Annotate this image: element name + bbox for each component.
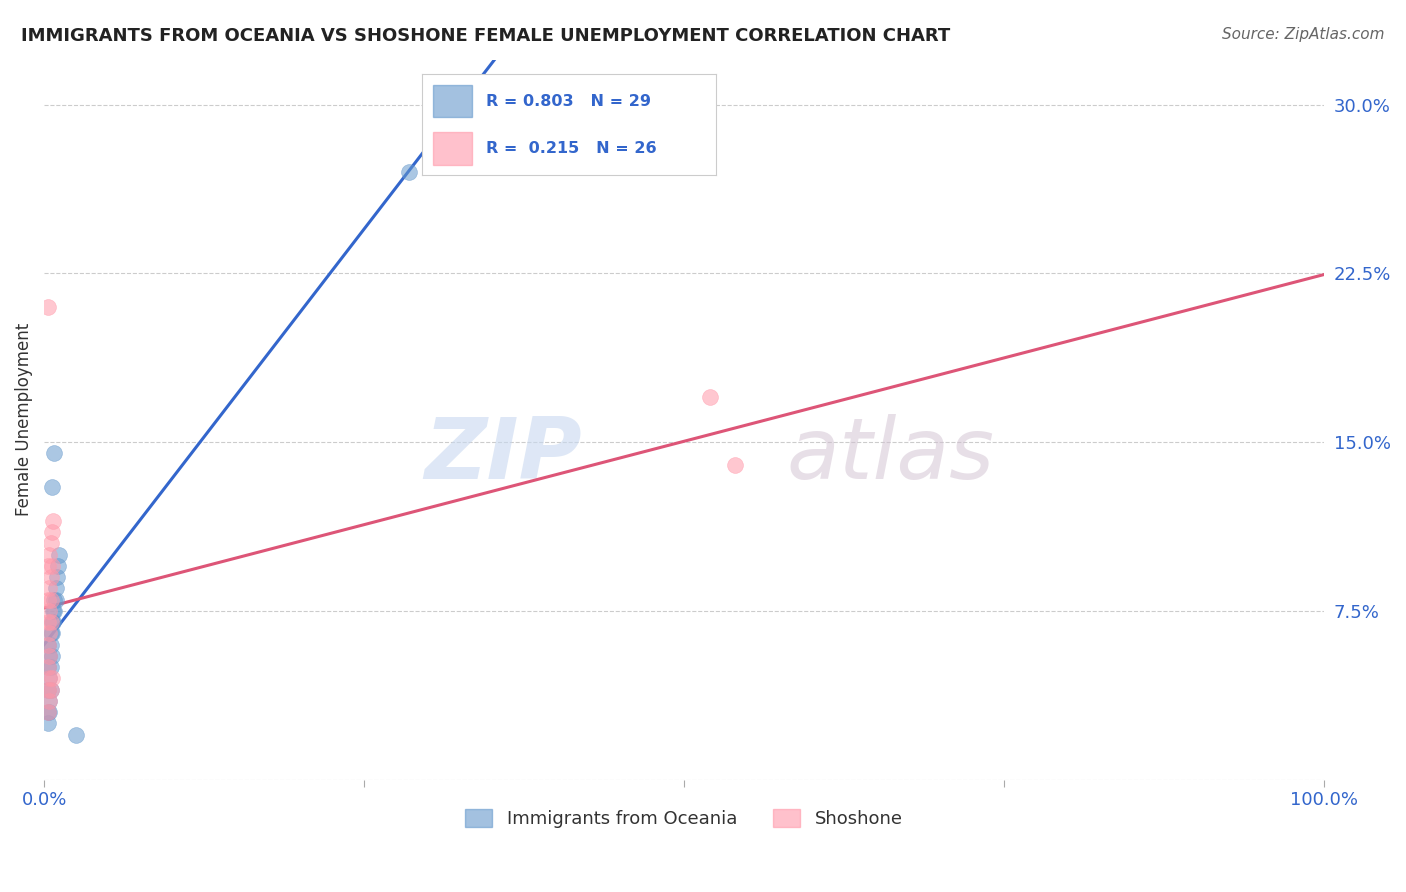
Point: [44, 592, 66, 607]
Y-axis label: Female Unemployment: Female Unemployment: [15, 323, 32, 516]
Point: [38, 648, 60, 663]
Text: Source: ZipAtlas.com: Source: ZipAtlas.com: [1222, 27, 1385, 42]
Point: [37, 705, 59, 719]
Point: [39, 615, 62, 629]
Point: [38, 671, 60, 685]
Point: [724, 458, 747, 472]
Point: [38, 548, 60, 562]
Text: ZIP: ZIP: [425, 414, 582, 497]
Point: [37, 300, 59, 314]
Point: [38, 694, 60, 708]
Point: [39, 536, 62, 550]
Text: atlas: atlas: [786, 414, 994, 497]
Point: [42, 604, 65, 618]
Point: [44, 446, 66, 460]
Point: [37, 592, 59, 607]
Point: [37, 705, 59, 719]
Point: [39, 626, 62, 640]
Point: [41, 626, 63, 640]
Point: [37, 716, 59, 731]
Text: IMMIGRANTS FROM OCEANIA VS SHOSHONE FEMALE UNEMPLOYMENT CORRELATION CHART: IMMIGRANTS FROM OCEANIA VS SHOSHONE FEMA…: [21, 27, 950, 45]
Point: [44, 604, 66, 618]
Point: [39, 592, 62, 607]
Point: [38, 582, 60, 596]
Point: [41, 615, 63, 629]
Point: [41, 525, 63, 540]
Point: [39, 638, 62, 652]
Point: [41, 671, 63, 685]
Point: [45, 570, 67, 584]
Point: [45, 582, 67, 596]
Point: [45, 592, 67, 607]
Point: [41, 558, 63, 573]
Point: [38, 626, 60, 640]
Point: [38, 705, 60, 719]
Point: [48, 548, 70, 562]
Point: [37, 682, 59, 697]
Point: [38, 604, 60, 618]
Point: [39, 660, 62, 674]
Point: [42, 615, 65, 629]
Point: [38, 671, 60, 685]
Point: [46, 558, 69, 573]
Point: [699, 390, 721, 404]
Point: [37, 615, 59, 629]
Point: [65, 728, 87, 742]
Point: [37, 660, 59, 674]
Point: [37, 682, 59, 697]
Point: [39, 570, 62, 584]
Legend: Immigrants from Oceania, Shoshone: Immigrants from Oceania, Shoshone: [458, 802, 910, 836]
Point: [42, 514, 65, 528]
Point: [37, 660, 59, 674]
Point: [398, 165, 420, 179]
Point: [37, 558, 59, 573]
Point: [37, 638, 59, 652]
Point: [38, 648, 60, 663]
Point: [39, 682, 62, 697]
Point: [39, 682, 62, 697]
Point: [41, 480, 63, 494]
Point: [41, 648, 63, 663]
Point: [37, 638, 59, 652]
Point: [38, 694, 60, 708]
